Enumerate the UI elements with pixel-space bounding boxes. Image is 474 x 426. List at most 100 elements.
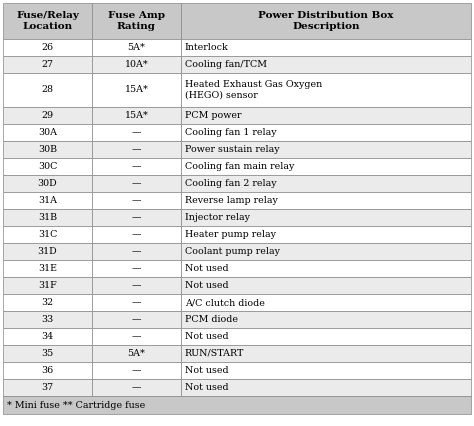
Bar bbox=[181, 226, 471, 243]
Bar bbox=[92, 158, 181, 175]
Text: Cooling fan/TCM: Cooling fan/TCM bbox=[185, 60, 267, 69]
Text: 37: 37 bbox=[41, 383, 54, 392]
Bar bbox=[92, 124, 181, 141]
Bar bbox=[3, 209, 92, 226]
Text: 31E: 31E bbox=[38, 264, 57, 273]
Bar bbox=[181, 175, 471, 192]
Text: —: — bbox=[132, 196, 141, 205]
Bar bbox=[3, 277, 92, 294]
Bar bbox=[3, 39, 92, 56]
Text: Reverse lamp relay: Reverse lamp relay bbox=[185, 196, 278, 205]
Bar bbox=[3, 328, 92, 345]
Text: 31A: 31A bbox=[38, 196, 57, 205]
Text: 31F: 31F bbox=[38, 281, 57, 290]
Text: 31D: 31D bbox=[37, 247, 57, 256]
Text: 26: 26 bbox=[41, 43, 54, 52]
Bar bbox=[92, 311, 181, 328]
Text: —: — bbox=[132, 366, 141, 375]
Bar bbox=[181, 294, 471, 311]
Bar bbox=[181, 158, 471, 175]
Bar bbox=[3, 311, 92, 328]
Bar bbox=[92, 294, 181, 311]
Bar bbox=[3, 294, 92, 311]
Bar bbox=[3, 158, 92, 175]
Text: 32: 32 bbox=[41, 298, 54, 307]
Bar bbox=[181, 362, 471, 379]
Text: —: — bbox=[132, 162, 141, 171]
Text: Power Distribution Box
Description: Power Distribution Box Description bbox=[258, 11, 393, 31]
Text: —: — bbox=[132, 315, 141, 324]
Text: —: — bbox=[132, 230, 141, 239]
Bar bbox=[181, 107, 471, 124]
Bar bbox=[181, 209, 471, 226]
Text: Power sustain relay: Power sustain relay bbox=[185, 145, 280, 154]
Bar bbox=[3, 107, 92, 124]
Bar bbox=[181, 39, 471, 56]
Text: 31B: 31B bbox=[38, 213, 57, 222]
Text: —: — bbox=[132, 128, 141, 137]
Bar bbox=[3, 3, 92, 39]
Text: Interlock: Interlock bbox=[185, 43, 228, 52]
Bar bbox=[3, 73, 92, 107]
Bar bbox=[181, 141, 471, 158]
Text: Not used: Not used bbox=[185, 383, 228, 392]
Text: —: — bbox=[132, 298, 141, 307]
Text: 34: 34 bbox=[41, 332, 54, 341]
Text: Cooling fan 1 relay: Cooling fan 1 relay bbox=[185, 128, 276, 137]
Text: Not used: Not used bbox=[185, 366, 228, 375]
Bar bbox=[92, 277, 181, 294]
Text: 28: 28 bbox=[41, 86, 54, 95]
Bar bbox=[92, 107, 181, 124]
Text: 5A*: 5A* bbox=[128, 349, 146, 358]
Bar bbox=[92, 3, 181, 39]
Text: Cooling fan 2 relay: Cooling fan 2 relay bbox=[185, 179, 276, 188]
Bar bbox=[181, 192, 471, 209]
Bar bbox=[3, 141, 92, 158]
Text: PCM power: PCM power bbox=[185, 111, 241, 120]
Text: —: — bbox=[132, 213, 141, 222]
Text: 31C: 31C bbox=[38, 230, 57, 239]
Bar bbox=[92, 260, 181, 277]
Bar bbox=[92, 192, 181, 209]
Text: —: — bbox=[132, 264, 141, 273]
Bar bbox=[3, 56, 92, 73]
Text: 30D: 30D bbox=[37, 179, 57, 188]
Bar bbox=[3, 260, 92, 277]
Bar bbox=[181, 56, 471, 73]
Bar bbox=[181, 73, 471, 107]
Bar bbox=[3, 226, 92, 243]
Text: A/C clutch diode: A/C clutch diode bbox=[185, 298, 264, 307]
Text: —: — bbox=[132, 383, 141, 392]
Text: PCM diode: PCM diode bbox=[185, 315, 238, 324]
Text: Heated Exhaust Gas Oxygen
(HEGO) sensor: Heated Exhaust Gas Oxygen (HEGO) sensor bbox=[185, 80, 322, 100]
Text: Not used: Not used bbox=[185, 264, 228, 273]
Text: RUN/START: RUN/START bbox=[185, 349, 244, 358]
Bar bbox=[92, 56, 181, 73]
Bar bbox=[3, 362, 92, 379]
Text: 30A: 30A bbox=[38, 128, 57, 137]
Text: —: — bbox=[132, 145, 141, 154]
Bar bbox=[92, 379, 181, 396]
Text: 33: 33 bbox=[41, 315, 54, 324]
Text: Fuse Amp
Rating: Fuse Amp Rating bbox=[108, 11, 165, 31]
Text: 29: 29 bbox=[41, 111, 54, 120]
Bar bbox=[92, 243, 181, 260]
Bar bbox=[92, 39, 181, 56]
Bar bbox=[3, 345, 92, 362]
Bar bbox=[181, 328, 471, 345]
Bar bbox=[92, 209, 181, 226]
Bar bbox=[92, 73, 181, 107]
Text: 10A*: 10A* bbox=[125, 60, 148, 69]
Bar bbox=[181, 3, 471, 39]
Text: Not used: Not used bbox=[185, 332, 228, 341]
Bar bbox=[92, 345, 181, 362]
Bar bbox=[3, 379, 92, 396]
Text: 15A*: 15A* bbox=[125, 86, 148, 95]
Text: Fuse/Relay
Location: Fuse/Relay Location bbox=[16, 11, 79, 31]
Text: 36: 36 bbox=[41, 366, 54, 375]
Bar bbox=[181, 277, 471, 294]
Text: Heater pump relay: Heater pump relay bbox=[185, 230, 276, 239]
Text: 15A*: 15A* bbox=[125, 111, 148, 120]
Bar bbox=[181, 260, 471, 277]
Text: 30C: 30C bbox=[38, 162, 57, 171]
